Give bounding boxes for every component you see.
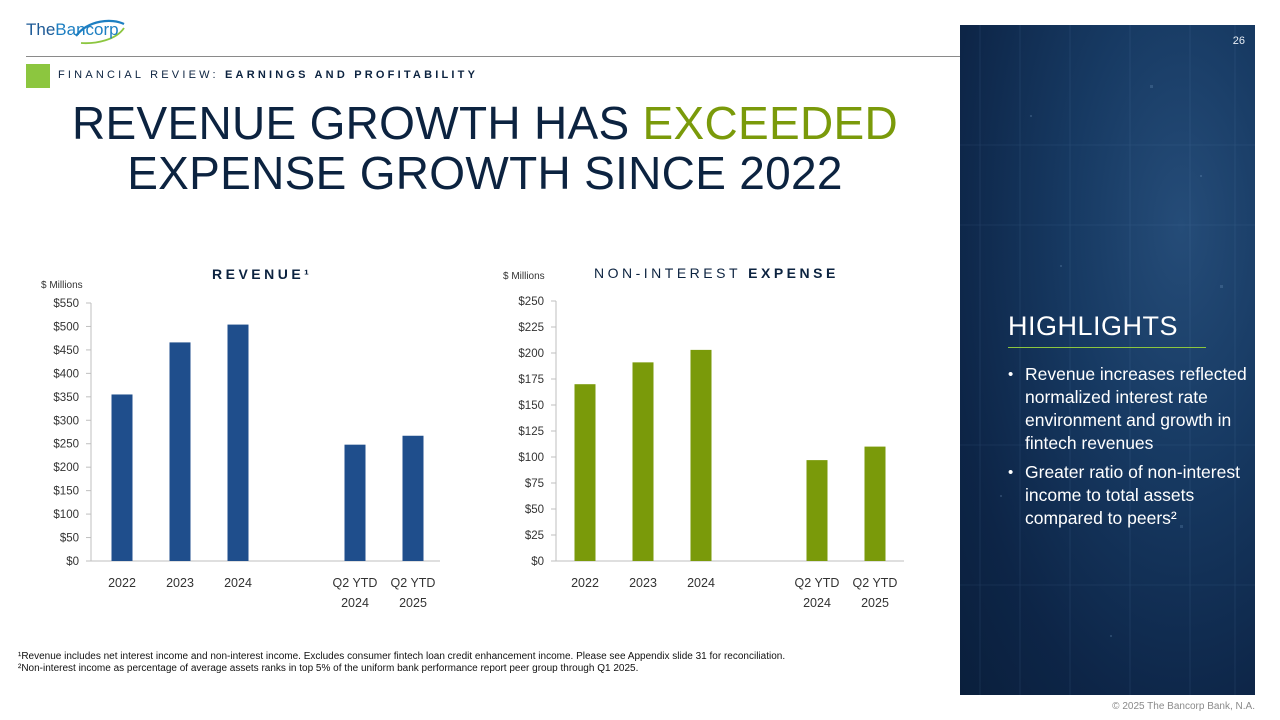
page-number: 26 — [1232, 35, 1245, 47]
revenue-x-tick-label: 2024 — [224, 576, 252, 590]
logo-bancorp-text: Bancorp — [55, 20, 119, 39]
revenue-x-tick-label: 2023 — [166, 576, 194, 590]
revenue-y-tick-label: $350 — [53, 392, 79, 404]
highlight-item: Greater ratio of non-interest income to … — [1008, 461, 1248, 530]
section-label: FINANCIAL REVIEW: EARNINGS AND PROFITABI… — [58, 69, 478, 81]
copyright: © 2025 The Bancorp Bank, N.A. — [1112, 701, 1255, 712]
revenue-bar — [111, 394, 133, 561]
section-prefix: FINANCIAL REVIEW: — [58, 69, 226, 81]
revenue-chart-title: REVENUE¹ — [212, 266, 312, 282]
expense-y-tick-label: $0 — [531, 556, 544, 568]
revenue-y-tick-label: $550 — [53, 298, 79, 310]
expense-chart-title: NON-INTEREST EXPENSE — [594, 265, 839, 281]
revenue-bar — [227, 324, 249, 561]
expense-x-tick-label: 2023 — [629, 576, 657, 590]
footnote-2: ²Non-interest income as percentage of av… — [18, 663, 639, 674]
revenue-x-tick-label: 2022 — [108, 576, 136, 590]
expense-y-tick-label: $75 — [525, 478, 544, 490]
revenue-y-tick-label: $450 — [53, 345, 79, 357]
page-title: REVENUE GROWTH HAS EXCEEDED EXPENSE GROW… — [30, 98, 940, 198]
revenue-x-tick-label: Q2 YTD — [391, 576, 436, 590]
expense-y-tick-label: $50 — [525, 504, 544, 516]
panel-background-texture — [960, 25, 1255, 695]
revenue-y-tick-label: $100 — [53, 509, 79, 521]
expense-x-tick-label: Q2 YTD — [853, 576, 898, 590]
revenue-bar — [169, 342, 191, 561]
revenue-bar — [344, 444, 366, 561]
expense-y-tick-label: $25 — [525, 530, 544, 542]
logo-swoosh-icon — [75, 19, 125, 45]
expense-title-regular: NON-INTEREST — [594, 265, 748, 281]
title-part1: REVENUE GROWTH HAS — [72, 97, 643, 149]
logo-the-text: The — [26, 20, 56, 39]
expense-x-tick-label: 2024 — [687, 576, 715, 590]
footnotes: ¹Revenue includes net interest income an… — [18, 651, 785, 675]
expense-title-bold: EXPENSE — [748, 265, 839, 281]
revenue-y-tick-label: $150 — [53, 486, 79, 498]
highlights-title: HIGHLIGHTS — [1008, 311, 1179, 341]
section-bold: EARNINGS AND PROFITABILITY — [225, 69, 479, 81]
highlights-panel: 26 HIGHLIGHTS Revenue increases reflecte… — [960, 25, 1255, 695]
expense-bar — [690, 349, 712, 561]
expense-bar — [574, 384, 596, 561]
highlights-divider — [1008, 347, 1206, 348]
revenue-y-tick-label: $500 — [53, 321, 79, 333]
revenue-y-tick-label: $0 — [66, 556, 79, 568]
highlights-list: Revenue increases reflected normalized i… — [1008, 363, 1248, 536]
expense-x-tick-label: 2024 — [803, 596, 831, 610]
revenue-bar — [402, 435, 424, 561]
expense-bar — [806, 460, 828, 561]
revenue-y-unit: $ Millions — [41, 280, 83, 291]
expense-chart: NON-INTEREST EXPENSE $ Millions $0 $25 $50… — [503, 265, 904, 610]
revenue-y-tick-label: $200 — [53, 462, 79, 474]
logo-wordmark: TheBancorp — [26, 20, 119, 40]
revenue-x-tick-label: 2024 — [341, 596, 369, 610]
expense-y-tick-label: $100 — [518, 452, 544, 464]
header-divider — [26, 56, 1248, 57]
expense-y-tick-label: $200 — [518, 348, 544, 360]
expense-x-tick-label: 2025 — [861, 596, 889, 610]
revenue-y-tick-label: $50 — [60, 533, 79, 545]
title-part2: EXPENSE GROWTH SINCE 2022 — [127, 147, 843, 199]
expense-y-tick-label: $125 — [518, 426, 544, 438]
revenue-x-tick-label: 2025 — [399, 596, 427, 610]
revenue-y-tick-label: $300 — [53, 415, 79, 427]
expense-bar — [864, 446, 886, 561]
charts-canvas: REVENUE¹ $ Millions $0 $50 $100 $150 $200 $25… — [41, 265, 904, 610]
bancorp-logo: TheBancorp — [26, 14, 136, 54]
expense-y-unit: $ Millions — [503, 271, 545, 282]
revenue-y-tick-label: $250 — [53, 439, 79, 451]
expense-y-tick-label: $175 — [518, 374, 544, 386]
revenue-x-tick-label: Q2 YTD — [333, 576, 378, 590]
revenue-chart: REVENUE¹ $ Millions $0 $50 $100 $150 $200 $25… — [41, 266, 440, 610]
revenue-y-tick-label: $400 — [53, 368, 79, 380]
expense-x-tick-label: 2022 — [571, 576, 599, 590]
expense-bar — [632, 362, 654, 561]
highlight-item: Revenue increases reflected normalized i… — [1008, 363, 1248, 455]
section-marker — [26, 64, 50, 88]
expense-y-tick-label: $150 — [518, 400, 544, 412]
title-accent: EXCEEDED — [642, 97, 898, 149]
expense-x-tick-label: Q2 YTD — [795, 576, 840, 590]
expense-y-tick-label: $225 — [518, 322, 544, 334]
expense-y-tick-label: $250 — [518, 296, 544, 308]
footnote-1: ¹Revenue includes net interest income an… — [18, 651, 786, 662]
